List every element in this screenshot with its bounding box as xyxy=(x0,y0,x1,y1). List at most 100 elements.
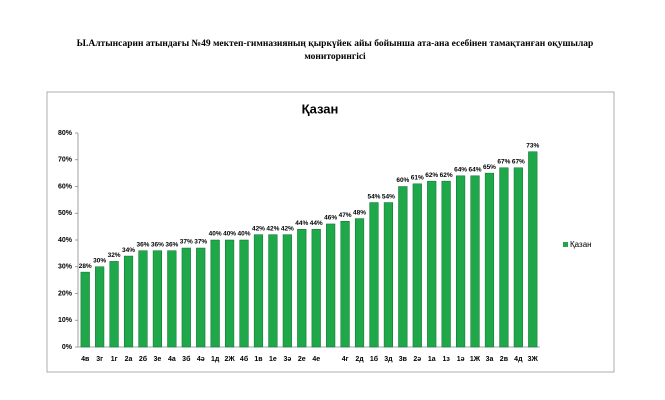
y-tick-label: 50% xyxy=(58,210,73,217)
x-tick-label: 2в xyxy=(500,356,509,363)
data-label: 65% xyxy=(483,164,496,171)
bar xyxy=(181,247,191,348)
bar xyxy=(311,229,321,348)
bar xyxy=(427,180,437,348)
bar xyxy=(484,172,495,348)
bar xyxy=(152,250,162,348)
bar xyxy=(383,202,393,348)
x-tick-label: 4б xyxy=(240,355,249,363)
x-tick-label: 1з xyxy=(442,356,450,363)
data-label: 54% xyxy=(367,193,380,200)
bar xyxy=(109,261,119,348)
y-tick-label: 80% xyxy=(58,130,73,137)
data-label: 61% xyxy=(411,175,424,182)
x-tick-label: 4е xyxy=(312,356,320,363)
data-label: 28% xyxy=(79,263,92,270)
bar xyxy=(412,183,422,348)
y-tick-label: 40% xyxy=(58,237,73,244)
x-tick-label: 2б xyxy=(139,355,148,363)
x-tick-label: 1е xyxy=(269,356,277,363)
y-tick-label: 0% xyxy=(62,344,73,351)
data-label: 36% xyxy=(136,241,149,248)
bar xyxy=(354,218,365,348)
bar xyxy=(369,202,379,348)
bar xyxy=(196,247,206,348)
x-tick-label: 4ә xyxy=(197,356,205,363)
legend-label: Қазан xyxy=(570,240,592,249)
bar xyxy=(239,239,249,348)
x-tick-label: 1в xyxy=(254,356,263,363)
bar xyxy=(398,186,408,348)
data-label: 37% xyxy=(194,239,207,246)
bar xyxy=(282,234,292,348)
y-tick-label: 10% xyxy=(58,317,73,324)
bar xyxy=(138,250,148,348)
bar xyxy=(499,167,509,348)
data-label: 36% xyxy=(151,241,164,248)
x-tick-label: 3б xyxy=(182,355,191,363)
data-label: 62% xyxy=(440,172,453,179)
page-title: Ы.Алтынсарин атындағы №49 мектеп-гимнази… xyxy=(76,39,594,62)
data-label: 40% xyxy=(223,231,236,238)
x-tick-label: 3в xyxy=(399,356,408,363)
bar xyxy=(167,250,177,348)
bar xyxy=(513,167,523,348)
data-label: 62% xyxy=(425,172,438,179)
x-tick-label: 2ә xyxy=(413,356,421,363)
data-label: 30% xyxy=(93,257,106,264)
bar xyxy=(441,180,451,348)
data-label: 67% xyxy=(512,158,525,165)
data-label: 46% xyxy=(324,215,337,222)
bar xyxy=(528,151,538,348)
x-tick-label: 3д xyxy=(384,356,393,363)
data-label: 67% xyxy=(497,158,510,165)
data-label: 42% xyxy=(266,225,279,232)
chart-title: Қазан xyxy=(302,101,339,116)
data-label: 40% xyxy=(209,231,222,238)
bar xyxy=(95,266,105,348)
y-tick-label: 60% xyxy=(58,183,73,190)
x-tick-label: 3ә xyxy=(283,356,291,363)
bar xyxy=(470,175,480,348)
y-tick-label: 20% xyxy=(58,290,73,297)
x-tick-label: 2е xyxy=(298,356,306,363)
x-tick-label: 4г xyxy=(342,356,349,363)
x-tick-label: 2а xyxy=(125,356,133,363)
data-label: 48% xyxy=(353,209,366,216)
x-tick-label: 3а xyxy=(486,356,494,363)
x-tick-label: 3Ж xyxy=(528,356,539,363)
x-tick-label: 2д xyxy=(355,356,364,363)
x-tick-label: 1г xyxy=(111,356,118,363)
x-tick-label: 1б xyxy=(370,355,379,363)
data-label: 47% xyxy=(339,212,352,219)
x-tick-label: 4в xyxy=(81,356,90,363)
data-label: 54% xyxy=(382,193,395,200)
legend-swatch xyxy=(563,242,568,247)
data-label: 40% xyxy=(238,231,251,238)
data-label: 34% xyxy=(122,247,135,254)
bar xyxy=(210,239,220,348)
bar xyxy=(225,239,235,348)
bar xyxy=(80,271,90,348)
data-label: 44% xyxy=(295,220,308,227)
data-label: 44% xyxy=(310,220,323,227)
bar xyxy=(123,255,134,348)
x-tick-label: 1Ж xyxy=(470,356,481,363)
x-tick-label: 4д xyxy=(514,356,523,363)
x-tick-label: 4а xyxy=(168,356,176,363)
bar xyxy=(253,234,264,348)
y-tick-label: 30% xyxy=(58,264,73,271)
bar xyxy=(297,229,307,348)
x-tick-label: 3е xyxy=(154,356,162,363)
data-label: 42% xyxy=(252,225,265,232)
data-label: 36% xyxy=(165,241,178,248)
data-label: 64% xyxy=(454,167,467,174)
bar xyxy=(340,221,350,348)
x-tick-label: 1а xyxy=(428,356,436,363)
bar xyxy=(326,223,336,348)
data-label: 32% xyxy=(108,252,121,259)
data-label: 42% xyxy=(281,225,294,232)
data-label: 73% xyxy=(526,142,539,149)
